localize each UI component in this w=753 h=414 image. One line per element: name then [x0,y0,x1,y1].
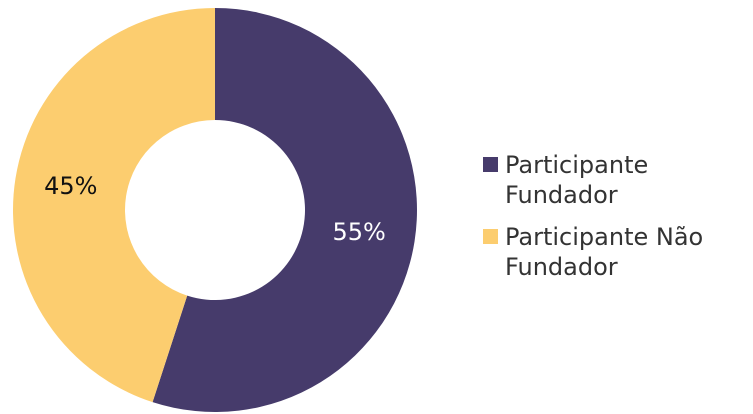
legend-item: Participante Não Fundador [483,222,753,282]
legend-item: Participante Fundador [483,150,753,210]
legend-swatch [483,157,498,172]
legend: Participante Fundador Participante Não Fu… [483,150,753,294]
legend-label: Participante Não Fundador [505,223,704,281]
legend-label: Participante Fundador [505,151,649,209]
slice [13,8,215,403]
legend-swatch [483,229,498,244]
slice [152,8,418,412]
slice-label: 55% [333,218,386,246]
slice-label: 45% [44,172,97,200]
